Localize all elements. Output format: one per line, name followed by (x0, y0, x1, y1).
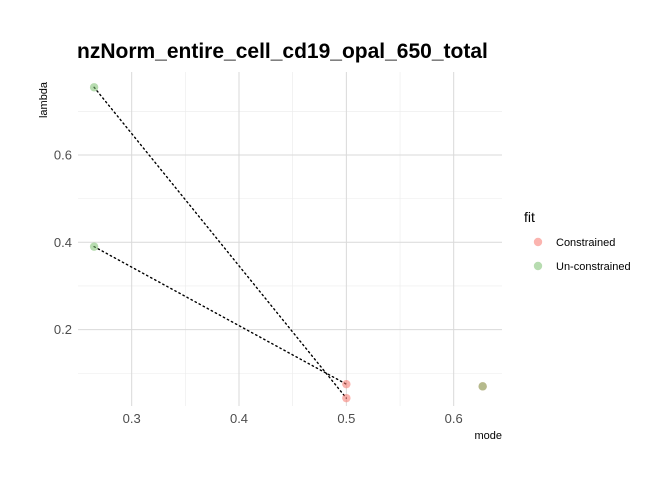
grid (78, 72, 502, 406)
connector-line (93, 245, 348, 385)
y-tick-label: 0.2 (54, 322, 72, 337)
legend-key-un-constrained (533, 261, 543, 271)
x-axis-label: mode (474, 430, 502, 442)
y-tick-label: 0.4 (54, 235, 72, 250)
connector-lines (93, 86, 348, 399)
legend-title: fit (524, 209, 535, 225)
data-points (89, 83, 487, 403)
x-tick-label: 0.4 (230, 411, 248, 426)
x-tick-label: 0.3 (123, 411, 141, 426)
legend-label-constrained: Constrained (556, 237, 615, 249)
un-constrained-point (89, 83, 99, 92)
un-constrained-point (89, 242, 99, 251)
x-tick-labels: 0.3 0.4 0.5 0.6 (123, 411, 463, 426)
legend-label-un-constrained: Un-constrained (556, 261, 631, 273)
y-tick-label: 0.6 (54, 147, 72, 162)
constrained-point (342, 393, 351, 403)
y-tick-labels: 0.2 0.4 0.6 (54, 147, 72, 337)
chart-title: nzNorm_entire_cell_cd19_opal_650_total (77, 40, 488, 63)
constrained-point (342, 379, 351, 389)
un-constrained-point (478, 382, 487, 391)
x-tick-label: 0.6 (445, 411, 463, 426)
legend-key-constrained (533, 237, 543, 247)
x-tick-label: 0.5 (337, 411, 355, 426)
y-axis-label: lambda (38, 81, 50, 118)
legend: fit Constrained Un-constrained (524, 209, 631, 273)
